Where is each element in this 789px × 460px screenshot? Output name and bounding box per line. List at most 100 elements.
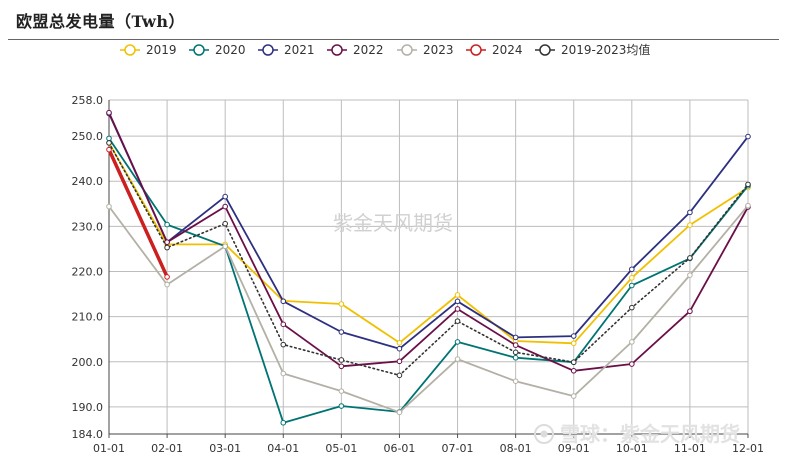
- data-point: [454, 356, 461, 362]
- legend-marker: [193, 44, 205, 56]
- series-2024: [106, 146, 170, 280]
- x-tick-label: 04-01: [267, 442, 299, 455]
- series-lines: [106, 109, 751, 426]
- y-tick-label: 184.0: [72, 428, 104, 441]
- legend-marker: [470, 44, 482, 56]
- legend-marker: [124, 44, 136, 56]
- y-tick-label: 190.0: [72, 401, 104, 414]
- legend-item: 2019-2023均值: [535, 42, 650, 57]
- snowball-logo-dot: [540, 430, 548, 438]
- data-point: [280, 298, 287, 305]
- corner-watermark-group: 雪球：紫金天风期货: [534, 422, 740, 446]
- y-tick-label: 210.0: [72, 311, 104, 324]
- data-point: [106, 135, 112, 142]
- data-point: [629, 304, 635, 311]
- data-point: [222, 203, 228, 210]
- y-tick-label: 258.0: [72, 94, 104, 107]
- data-point: [570, 393, 577, 399]
- data-point: [454, 318, 461, 324]
- data-point: [629, 361, 635, 367]
- data-point: [338, 329, 345, 335]
- series-line: [108, 142, 749, 377]
- corner-watermark: 雪球：紫金天风期货: [560, 422, 740, 446]
- data-point: [687, 222, 693, 228]
- y-tick-label: 220.0: [72, 266, 104, 279]
- page-title: 欧盟总发电量（Twh）: [16, 12, 186, 31]
- legend-item: 2021: [258, 43, 315, 57]
- data-point: [396, 358, 403, 365]
- legend-marker: [401, 44, 413, 56]
- data-point: [629, 266, 635, 273]
- series-line: [108, 111, 749, 372]
- data-point: [629, 282, 635, 289]
- data-point: [164, 239, 170, 245]
- x-tick-label: 09-01: [558, 442, 590, 455]
- x-tick-label: 03-01: [209, 442, 241, 455]
- data-point: [512, 354, 519, 361]
- series-2023: [106, 202, 751, 416]
- grid: [108, 99, 749, 434]
- x-tick-label: 02-01: [151, 442, 183, 455]
- data-point: [512, 378, 519, 384]
- data-point: [338, 388, 345, 394]
- legend-label: 2019: [146, 43, 177, 57]
- series-line: [108, 141, 749, 345]
- data-point: [106, 140, 112, 146]
- title-divider: [8, 39, 779, 40]
- y-tick-label: 200.0: [72, 356, 104, 369]
- legend-item: 2023: [397, 43, 454, 57]
- data-point: [745, 133, 751, 140]
- legend-item: 2020: [189, 43, 246, 57]
- data-point: [512, 334, 519, 341]
- data-point: [629, 339, 635, 345]
- legend-item: 2022: [327, 43, 384, 57]
- data-point: [396, 409, 403, 416]
- data-point: [338, 357, 345, 363]
- data-point: [687, 272, 693, 278]
- data-point: [280, 370, 287, 377]
- x-tick-label: 12-01: [732, 442, 764, 455]
- legend-marker: [262, 44, 274, 56]
- legend-marker: [539, 44, 551, 56]
- data-point: [454, 298, 461, 305]
- data-point: [106, 146, 112, 153]
- legend-label: 2019-2023均值: [561, 42, 650, 57]
- x-tick-label: 06-01: [383, 442, 415, 455]
- series-2019: [106, 140, 751, 347]
- y-tick-label: 240.0: [72, 175, 104, 188]
- x-tick-label: 11-01: [674, 442, 706, 455]
- y-tick-label: 230.0: [72, 220, 104, 233]
- series-line: [108, 204, 749, 414]
- legend: 2019 2020 2021 2022 2023 2024 2019-2023均值: [120, 42, 650, 57]
- legend-label: 2020: [215, 43, 246, 57]
- series-2022: [106, 109, 751, 374]
- legend-label: 2024: [492, 43, 523, 57]
- data-point: [687, 308, 693, 315]
- data-point: [687, 255, 693, 261]
- data-point: [222, 243, 228, 250]
- data-point: [745, 202, 751, 209]
- data-point: [454, 292, 461, 298]
- data-point: [338, 301, 345, 307]
- series-2020: [106, 135, 751, 426]
- legend-label: 2021: [284, 43, 315, 57]
- data-point: [338, 363, 345, 370]
- data-point: [164, 221, 170, 228]
- data-point: [396, 345, 403, 352]
- y-tick-label: 250.0: [72, 130, 104, 143]
- snowball-logo: [534, 424, 554, 444]
- data-point: [396, 340, 403, 346]
- data-point: [222, 193, 228, 200]
- data-point: [164, 281, 170, 288]
- data-point: [280, 341, 287, 348]
- data-point: [396, 372, 403, 379]
- data-point: [570, 340, 577, 347]
- data-point: [687, 209, 693, 216]
- data-point: [222, 220, 228, 227]
- data-point: [745, 181, 751, 188]
- data-point: [164, 274, 170, 280]
- legend-marker: [331, 44, 343, 56]
- data-point: [106, 203, 112, 210]
- data-point: [570, 368, 577, 374]
- data-point: [280, 321, 287, 328]
